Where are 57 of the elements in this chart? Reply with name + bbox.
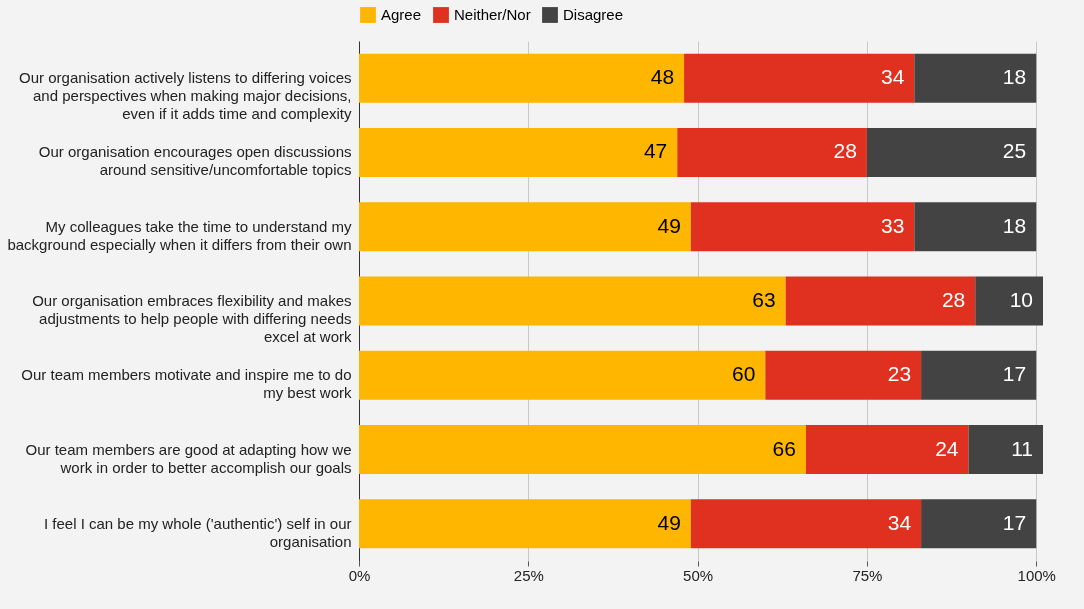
x-tick-label: 0%	[348, 566, 371, 584]
data-label: 23	[887, 362, 912, 386]
data-label: 28	[833, 139, 857, 163]
data-label: 47	[643, 139, 668, 163]
data-label: 10	[1009, 288, 1033, 311]
data-label: 17	[1002, 510, 1027, 534]
bar	[805, 425, 969, 475]
bar	[359, 425, 806, 475]
legend-label: Agree	[381, 6, 422, 23]
y-tick-label: I feel I can be my whole ('authentic') self in our organisation	[43, 514, 352, 550]
data-label: 49	[657, 213, 681, 237]
bar	[359, 276, 786, 326]
bar	[359, 202, 691, 252]
bar	[684, 53, 915, 103]
bar	[914, 202, 1037, 252]
legend-label: Neither/Nor	[454, 6, 531, 23]
bar	[866, 127, 1037, 177]
data-label: 28	[941, 288, 966, 311]
data-label: 34	[887, 510, 912, 534]
data-label: 66	[772, 436, 796, 460]
bar	[765, 350, 922, 400]
bar	[690, 202, 915, 252]
y-tick-label: Our organisation embraces flexibility and makes adjustments to help people with differing needs excel at work	[32, 292, 352, 345]
x-tick-label: 50%	[683, 566, 714, 584]
data-label: 48	[650, 65, 675, 89]
bar	[359, 350, 766, 400]
data-label: 18	[1002, 65, 1027, 89]
legend-label: Disagree	[563, 6, 624, 23]
bar	[975, 276, 1043, 326]
data-label: 25	[1002, 139, 1027, 163]
bar	[914, 53, 1037, 103]
x-tick-label: 25%	[513, 566, 544, 584]
bar	[690, 499, 922, 549]
data-label: 24	[935, 436, 959, 460]
data-label: 60	[731, 362, 756, 386]
y-tick-label: Our organisation encourages open discussions around sensitive/uncomfortable topics	[38, 143, 352, 179]
bar	[677, 127, 867, 177]
bar	[359, 499, 691, 549]
data-label: 33	[880, 213, 905, 237]
bar	[921, 350, 1037, 400]
x-tick-label: 100%	[1017, 566, 1056, 584]
bar	[921, 499, 1037, 549]
y-tick-label: Our team members are good at adapting how we work in order to better accomplish our goals	[25, 440, 352, 476]
bar	[359, 53, 685, 103]
y-tick-label: My colleagues take the time to understand my background especially when it differs from their own	[7, 217, 352, 253]
y-tick-label: Our organisation actively listens to differing voices and perspectives when making major decisions, even if it adds time and complexity	[19, 69, 352, 123]
data-label: 18	[1002, 213, 1027, 237]
data-label: 63	[752, 288, 776, 311]
bar	[785, 276, 976, 326]
data-label: 49	[657, 510, 681, 534]
data-label: 11	[1011, 436, 1033, 460]
data-label: 17	[1002, 362, 1027, 386]
data-label: 34	[880, 65, 905, 89]
bar	[359, 127, 678, 177]
y-tick-label: Our team members motivate and inspire me to do my best work	[21, 366, 352, 402]
x-tick-label: 75%	[852, 566, 883, 584]
bar	[968, 425, 1043, 475]
